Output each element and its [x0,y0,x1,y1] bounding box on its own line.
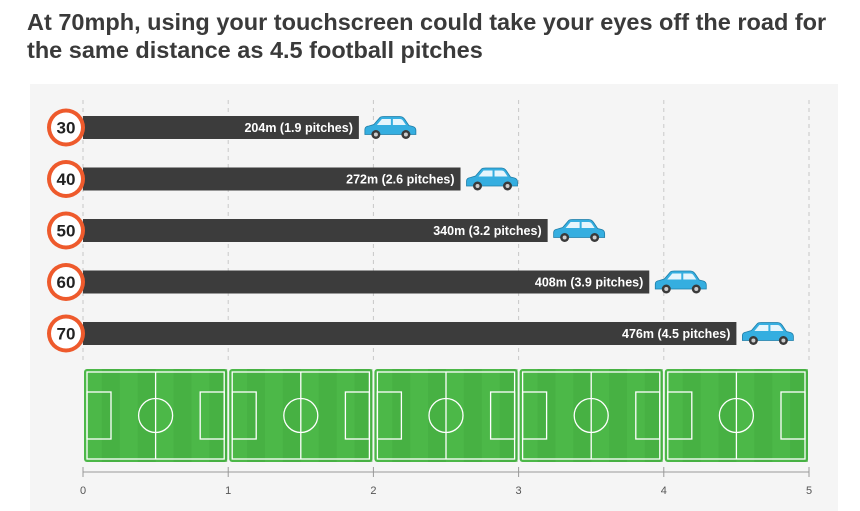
bar-row: 204m (1.9 pitches) 30 [47,108,417,147]
football-pitch-icon [84,369,228,462]
speed-limit-sign-icon: 50 [47,211,85,250]
speed-limit-label: 60 [57,273,76,292]
car-icon [553,219,606,242]
bar-data-label: 476m (4.5 pitches) [622,327,730,341]
car-icon [742,322,794,345]
penalty-box-right [489,391,516,440]
football-pitch-icon [519,369,663,462]
x-tick-label: 2 [370,485,376,497]
chart-title: At 70mph, using your touchscreen could t… [27,9,827,63]
speed-limit-sign-icon: 70 [47,314,85,353]
penalty-box-left [231,391,257,440]
speed-limit-sign-icon: 40 [47,160,85,198]
pitch-stripe [428,369,446,462]
pitch-stripe [137,369,156,462]
centre-circle [718,397,755,434]
penalty-box-left [376,391,403,440]
penalty-box-left [667,391,693,440]
football-pitch-icon [229,369,373,462]
speed-limit-label: 70 [57,325,76,344]
pitch-stripe [463,369,482,462]
football-pitch-icon [664,369,808,462]
bar-row: 340m (3.2 pitches) 50 [47,211,606,250]
football-pitches [84,369,808,462]
bar [83,270,650,294]
centre-circle [283,397,319,434]
pitch-stripe [754,369,773,462]
speed-limit-sign-icon: 60 [47,263,85,301]
bar [83,219,548,242]
centre-circle [573,397,609,434]
penalty-box-right [199,391,225,440]
x-tick-label: 4 [661,485,667,497]
x-tick-label: 3 [516,485,522,497]
bar-data-label: 204m (1.9 pitches) [244,121,352,135]
car-icon [364,116,417,139]
penalty-box-right [780,391,806,440]
speed-limit-label: 30 [57,119,76,138]
bar-row: 408m (3.9 pitches) 60 [47,263,707,301]
bar [83,322,737,345]
football-pitch-icon [374,369,518,462]
pitch-stripe [282,369,301,462]
speed-limit-label: 50 [57,222,76,241]
speed-limit-sign-icon: 30 [47,108,85,147]
bar [83,167,461,191]
centre-circle [428,397,464,434]
car-icon [654,270,707,294]
penalty-box-left [521,391,548,440]
x-axis: 0 1 2 3 4 5 [80,467,812,497]
pitch-stripe [318,369,337,462]
penalty-box-left [86,391,112,440]
speed-limit-label: 40 [57,170,76,189]
pitch-stripe [609,369,627,462]
car-icon [466,167,518,191]
pitch-stripe [573,369,592,462]
centre-circle [137,397,174,434]
x-tick-label: 1 [225,485,231,497]
bar-data-label: 408m (3.9 pitches) [535,276,643,290]
bar-data-label: 272m (2.6 pitches) [346,173,454,187]
bar [83,116,359,139]
pitch-stripe [173,369,192,462]
bar-data-label: 340m (3.2 pitches) [433,224,541,238]
bar-row: 476m (4.5 pitches) 70 [47,314,794,353]
bar-row: 272m (2.6 pitches) 40 [47,160,518,198]
pitch-stripe [718,369,737,462]
penalty-box-right [344,391,371,440]
x-tick-label: 5 [806,485,812,497]
penalty-box-right [635,391,661,440]
bars: 204m (1.9 pitches) 30 272m (2.6 pitches) 40… [47,108,794,353]
x-tick-label: 0 [80,485,86,497]
